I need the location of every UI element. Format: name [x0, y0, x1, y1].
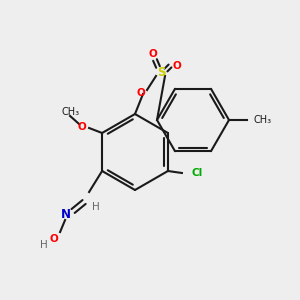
Text: O: O — [172, 61, 182, 71]
Text: S: S — [157, 65, 165, 79]
Text: CH₃: CH₃ — [253, 115, 271, 125]
Text: Cl: Cl — [192, 168, 203, 178]
Text: N: N — [61, 208, 71, 221]
Text: O: O — [136, 88, 146, 98]
Text: H: H — [92, 202, 100, 212]
Text: O: O — [50, 234, 58, 244]
Text: H: H — [40, 240, 48, 250]
Text: O: O — [78, 122, 86, 132]
Text: CH₃: CH₃ — [61, 107, 79, 117]
Text: O: O — [148, 49, 158, 59]
